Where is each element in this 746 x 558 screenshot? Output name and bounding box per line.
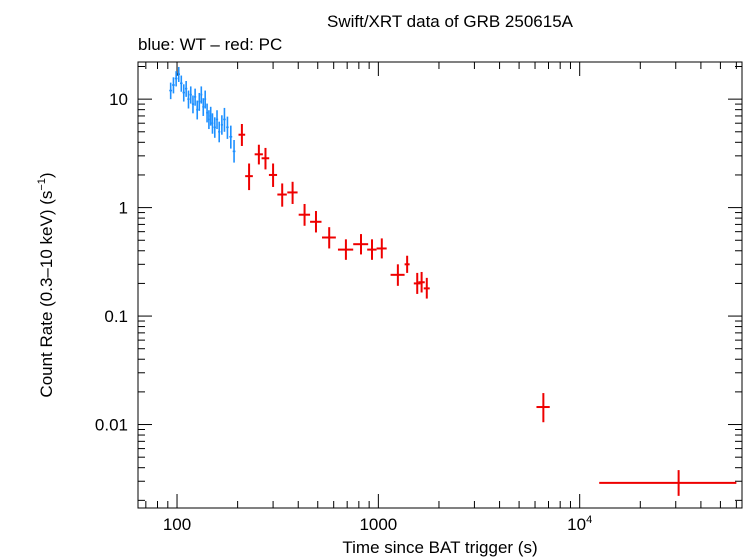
y-axis-label: Count Rate (0.3–10 keV) (s−1): [36, 172, 56, 397]
plot-frame: [137, 61, 743, 509]
data-point-wt: [189, 86, 192, 104]
data-point-pc: [254, 144, 263, 165]
chart-subtitle: blue: WT – red: PC: [138, 35, 282, 54]
data-point-wt: [215, 110, 219, 130]
data-point-pc: [277, 183, 287, 207]
data-point-pc: [599, 470, 737, 496]
data-point-wt: [191, 95, 195, 114]
y-axis-label-sup: −1: [36, 178, 48, 191]
data-point-wt: [209, 106, 212, 126]
data-point-wt: [182, 84, 185, 102]
data-point-wt: [206, 103, 208, 123]
axis-ticks: [138, 62, 742, 508]
data-point-wt: [196, 100, 199, 120]
data-point-wt: [226, 116, 229, 139]
data-point-wt: [200, 86, 203, 104]
data-point-wt: [184, 80, 188, 97]
data-point-wt: [223, 107, 226, 132]
data-point-wt: [172, 77, 175, 94]
data-point-pc: [268, 163, 278, 187]
data-point-pc: [367, 239, 377, 260]
data-point-pc: [238, 123, 246, 146]
data-point-pc: [404, 255, 410, 273]
data-point-pc: [261, 147, 270, 170]
data-point-pc: [310, 211, 322, 233]
y-tick-label: 0.1: [104, 307, 128, 326]
data-point-wt: [213, 117, 216, 138]
data-point-pc: [322, 227, 336, 249]
data-point-wt: [207, 110, 210, 130]
series-wt: [169, 66, 236, 163]
data-point-pc: [376, 238, 387, 259]
series-pc: [238, 123, 737, 496]
data-point-wt: [232, 140, 236, 163]
y-tick-label: 0.01: [95, 416, 128, 435]
data-point-pc: [413, 272, 421, 294]
data-point-pc: [353, 234, 369, 255]
data-point-pc: [287, 181, 298, 204]
data-point-wt: [218, 121, 221, 143]
data-point-pc: [536, 393, 550, 423]
data-point-pc: [245, 163, 253, 191]
x-axis-label: Time since BAT trigger (s): [342, 538, 537, 557]
data-point-pc: [423, 277, 430, 299]
data-point-wt: [229, 125, 233, 149]
y-tick-label: 1: [119, 199, 128, 218]
data-point-wt: [169, 82, 173, 100]
y-tick-labels: 10 1 0.1 0.01: [95, 90, 128, 434]
data-point-wt: [177, 66, 181, 82]
data-point-wt: [180, 75, 183, 92]
data-point-wt: [202, 98, 205, 116]
data-point-wt: [174, 71, 178, 87]
data-point-pc: [337, 239, 354, 260]
data-point-wt: [211, 113, 214, 134]
data-point-pc: [298, 203, 311, 226]
x-tick-label: 1000: [359, 515, 397, 534]
data-point-wt: [198, 92, 201, 111]
x-tick-labels: 100 1000 104: [163, 514, 592, 534]
y-axis-label-close: ): [37, 172, 56, 178]
chart-title: Swift/XRT data of GRB 250615A: [327, 12, 574, 31]
x-tick-label: 100: [163, 515, 191, 534]
data-point-wt: [194, 88, 197, 106]
data-point-wt: [187, 90, 190, 109]
y-axis-label-main: Count Rate (0.3–10 keV) (s: [37, 191, 56, 398]
x-tick-label: 104: [567, 514, 592, 534]
data-point-pc: [390, 264, 405, 286]
data-point-wt: [204, 90, 207, 109]
data-point-wt: [220, 115, 223, 135]
y-tick-label: 10: [109, 90, 128, 109]
data-point-pc: [418, 271, 425, 293]
